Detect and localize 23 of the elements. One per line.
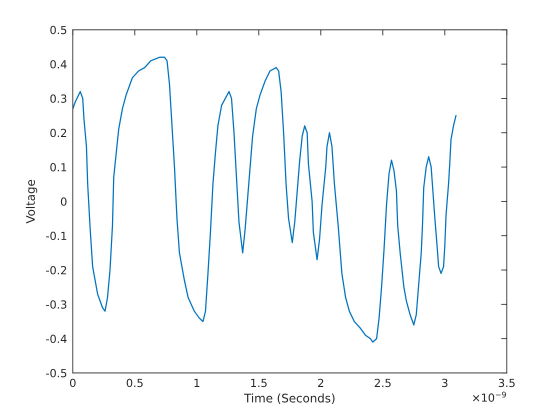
y-tick-label: 0.5 [50,26,66,34]
y-tick-label: -0.3 [46,300,66,309]
line-series [72,56,457,343]
x-tick-label: 0.5 [126,378,143,388]
x-axis-title: Time (Seconds) [244,393,335,404]
x-tick-label: 3 [442,378,448,388]
y-tick-label: -0.2 [46,266,66,274]
y-tick-label: 0.2 [50,128,66,138]
y-tick-label: 0.1 [50,163,66,172]
y-tick-label: -0.4 [46,334,67,344]
y-tick-label: 0.4 [50,60,67,69]
x-tick-label: 0 [70,378,76,388]
text: ×10$^{−9}$ [472,392,506,402]
x-tick-label: 2 [318,378,324,387]
x-tick-label: 2.5 [374,378,391,388]
y-axis-title: Voltage [26,180,38,224]
x-tick-label: 3.5 [498,378,515,388]
y-tick-label: 0 [60,197,67,206]
y-tick-label: 0.3 [50,94,66,103]
x-tick-label: 1.5 [251,378,267,388]
x-tick-label: 1 [194,378,200,387]
y-tick-label: -0.5 [46,368,66,378]
y-tick-label: -0.1 [46,232,66,240]
